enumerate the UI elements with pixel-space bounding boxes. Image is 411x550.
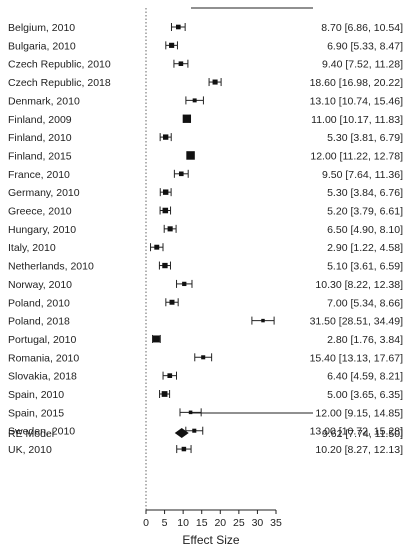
estimate-marker xyxy=(167,226,173,232)
study-ci-text: 9.40 [7.52, 11.28] xyxy=(322,59,403,71)
x-tick-label: 30 xyxy=(252,517,264,529)
estimate-marker xyxy=(188,410,193,415)
estimate-marker xyxy=(182,281,187,287)
study-label: Finland, 2010 xyxy=(8,132,72,144)
study-label: Sweden, 2010 xyxy=(8,426,75,438)
estimate-marker xyxy=(169,299,175,305)
estimate-marker xyxy=(181,446,187,452)
study-label: Romania, 2010 xyxy=(8,352,79,364)
study-ci-text: 6.90 [5.33, 8.47] xyxy=(327,40,403,52)
x-tick-label: 20 xyxy=(214,517,226,529)
study-label: Poland, 2010 xyxy=(8,297,70,309)
study-label: Belgium, 2010 xyxy=(8,22,75,34)
study-ci-text: 12.00 [11.22, 12.78] xyxy=(310,150,403,162)
estimate-marker xyxy=(163,134,169,140)
study-ci-text: 31.50 [28.51, 34.49] xyxy=(310,316,403,328)
study-ci-text: 13.10 [10.74, 15.46] xyxy=(310,95,403,107)
summary-ci-text: 9.62 [7.74, 11.50] xyxy=(322,428,403,440)
study-label: Portugal, 2010 xyxy=(8,334,76,346)
estimate-marker xyxy=(162,207,169,214)
estimate-marker xyxy=(212,79,218,85)
estimate-marker xyxy=(175,24,181,30)
summary-label: RE Model xyxy=(8,428,54,440)
estimate-marker xyxy=(186,151,195,160)
study-ci-text: 5.20 [3.79, 6.61] xyxy=(327,206,403,218)
study-ci-text: 18.60 [16.98, 20.22] xyxy=(310,77,403,89)
study-label: Spain, 2015 xyxy=(8,407,64,419)
study-label: UK, 2010 xyxy=(8,444,52,456)
study-ci-text: 15.40 [13.13, 17.67] xyxy=(310,352,403,364)
study-ci-text: 5.10 [3.61, 6.59] xyxy=(327,261,403,273)
study-label: Norway, 2010 xyxy=(8,279,72,291)
study-ci-text: 10.30 [8.22, 12.38] xyxy=(315,279,403,291)
summary-diamond xyxy=(174,428,189,438)
study-label: Denmark, 2010 xyxy=(8,95,80,107)
study-label: Germany, 2010 xyxy=(8,187,80,199)
estimate-marker xyxy=(192,98,197,103)
estimate-marker xyxy=(152,335,160,343)
study-label: Greece, 2010 xyxy=(8,206,72,218)
x-tick-label: 25 xyxy=(233,517,245,529)
study-ci-text: 2.80 [1.76, 3.84] xyxy=(327,334,403,346)
study-ci-text: 2.90 [1.22, 4.58] xyxy=(327,242,403,254)
study-label: Bulgaria, 2010 xyxy=(8,40,76,52)
study-ci-text: 6.40 [4.59, 8.21] xyxy=(327,371,403,383)
study-label: Spain, 2010 xyxy=(8,389,64,401)
x-tick-label: 0 xyxy=(143,517,149,529)
study-ci-text: 12.00 [9.15, 14.85] xyxy=(315,407,403,419)
estimate-marker xyxy=(182,114,192,123)
study-label: Poland, 2018 xyxy=(8,316,70,328)
estimate-marker xyxy=(261,318,265,323)
study-ci-text: 5.00 [3.65, 6.35] xyxy=(327,389,403,401)
study-label: Finland, 2009 xyxy=(8,114,72,126)
study-label: Hungary, 2010 xyxy=(8,224,76,236)
study-ci-text: 8.70 [6.86, 10.54] xyxy=(321,22,403,34)
x-tick-label: 15 xyxy=(196,517,208,529)
estimate-marker xyxy=(161,391,168,397)
study-label: Czech Republic, 2018 xyxy=(8,77,111,89)
study-ci-text: 5.30 [3.84, 6.76] xyxy=(327,187,403,199)
study-label: Slovakia, 2018 xyxy=(8,371,77,383)
x-axis-title: Effect Size xyxy=(182,533,239,547)
study-label: Finland, 2015 xyxy=(8,150,72,162)
estimate-marker xyxy=(162,189,169,195)
estimate-marker xyxy=(162,262,168,269)
study-label: France, 2010 xyxy=(8,169,70,181)
study-label: Netherlands, 2010 xyxy=(8,261,94,273)
estimate-marker xyxy=(169,42,175,48)
x-tick-label: 10 xyxy=(177,517,189,529)
study-label: Czech Republic, 2010 xyxy=(8,59,111,71)
study-ci-text: 11.00 [10.17, 11.83] xyxy=(311,114,403,126)
estimate-marker xyxy=(192,428,197,433)
study-ci-text: 5.30 [3.81, 6.79] xyxy=(327,132,403,144)
x-tick-label: 5 xyxy=(162,517,168,529)
estimate-marker xyxy=(201,355,206,360)
study-ci-text: 6.50 [4.90, 8.10] xyxy=(327,224,403,236)
study-ci-text: 9.50 [7.64, 11.36] xyxy=(322,169,403,181)
estimate-marker xyxy=(178,61,184,66)
estimate-marker xyxy=(167,373,173,378)
estimate-marker xyxy=(178,171,184,177)
estimate-marker xyxy=(154,244,160,250)
study-ci-text: 13.00 [10.72, 15.28] xyxy=(310,426,403,438)
x-tick-label: 35 xyxy=(270,517,282,529)
study-label: Italy, 2010 xyxy=(8,242,56,254)
study-ci-text: 10.20 [8.27, 12.13] xyxy=(315,444,403,456)
study-ci-text: 7.00 [5.34, 8.66] xyxy=(327,297,403,309)
